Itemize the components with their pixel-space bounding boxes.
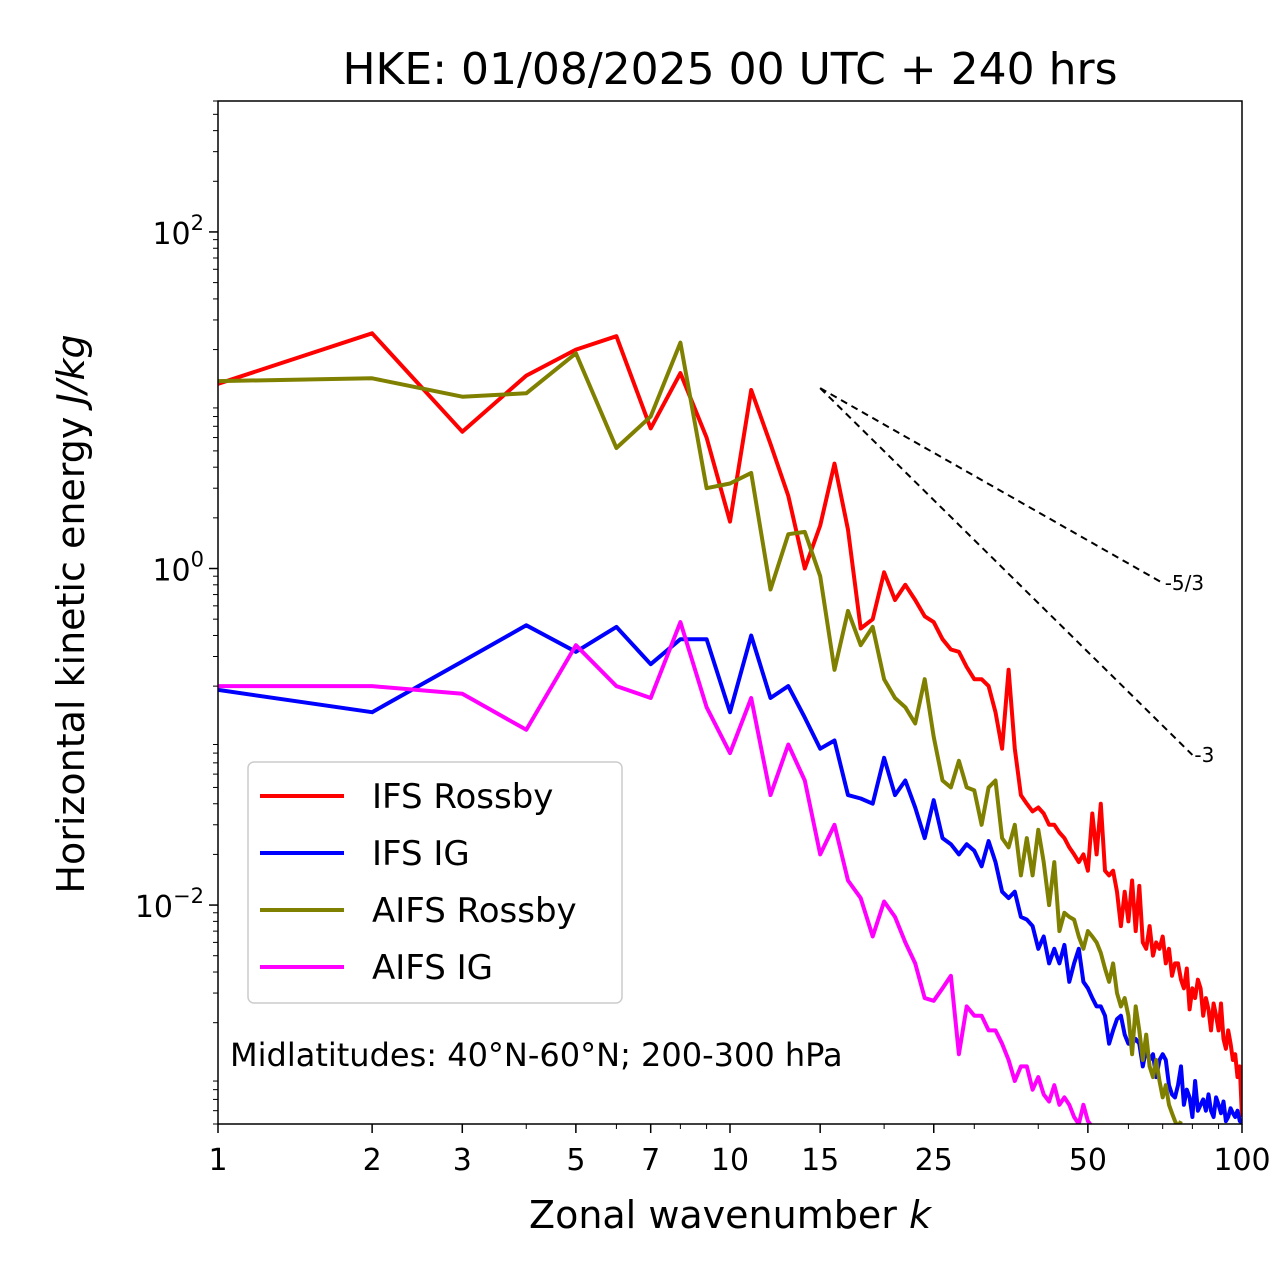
y-tick-exponent: 0: [191, 548, 204, 572]
x-tick-label: 3: [453, 1143, 472, 1178]
legend-box: [247, 761, 623, 1004]
x-tick-label: 25: [915, 1143, 953, 1178]
reference-slope-label: -5/3: [1165, 571, 1204, 595]
y-axis-label-unit: J/kg: [49, 334, 93, 411]
x-tick-label: 2: [363, 1143, 382, 1178]
y-tick-base: 10: [135, 890, 173, 925]
y-tick-base: 10: [152, 554, 190, 589]
plot-frame: [217, 100, 1243, 1125]
x-tick-label: 7: [641, 1143, 660, 1178]
x-axis-label-var: k: [909, 1193, 933, 1237]
series-line-ifs-ig: [218, 623, 1242, 1124]
series-line-aifs-rossby: [218, 340, 1183, 1124]
y-tick-exponent: −2: [173, 884, 204, 908]
reference-slope-label: -3: [1194, 743, 1214, 767]
reference-slope-line: [819, 387, 1164, 584]
legend-label: AIFS IG: [372, 948, 493, 988]
x-tick-label: 10: [711, 1143, 749, 1178]
x-axis-label: Zonal wavenumber k: [529, 1193, 933, 1237]
y-tick-label: 102: [152, 211, 204, 252]
x-tick-label: 5: [566, 1143, 585, 1178]
x-tick-label: 15: [801, 1143, 839, 1178]
y-tick-base: 10: [152, 217, 190, 252]
y-tick-exponent: 2: [191, 211, 204, 235]
series-layer: [218, 331, 1242, 1124]
x-tick-label: 50: [1069, 1143, 1107, 1178]
reference-slope-line: [819, 387, 1194, 756]
legend-label: AIFS Rossby: [372, 891, 577, 931]
x-axis-label-text: Zonal wavenumber: [529, 1193, 909, 1237]
series-line-aifs-ig: [218, 620, 1093, 1124]
legend-label: IFS IG: [372, 834, 470, 874]
x-tick-label: 1: [208, 1143, 227, 1178]
y-tick-label: 100: [152, 548, 204, 589]
region-annotation: Midlatitudes: 40°N-60°N; 200-300 hPa: [230, 1036, 843, 1074]
chart-title: HKE: 01/08/2025 00 UTC + 240 hrs: [342, 44, 1117, 95]
reference-lines: -5/3 -3: [819, 387, 1214, 767]
legend-label: IFS Rossby: [372, 777, 553, 817]
y-axis-label: Horizontal kinetic energy J/kg: [49, 334, 93, 893]
legend: IFS Rossby IFS IG AIFS Rossby AIFS IG: [247, 761, 623, 1004]
y-axis-label-text: Horizontal kinetic energy: [49, 405, 93, 894]
x-tick-label: 100: [1213, 1143, 1270, 1178]
y-tick-label: 10−2: [135, 884, 204, 925]
series-line-ifs-rossby: [218, 331, 1242, 1118]
